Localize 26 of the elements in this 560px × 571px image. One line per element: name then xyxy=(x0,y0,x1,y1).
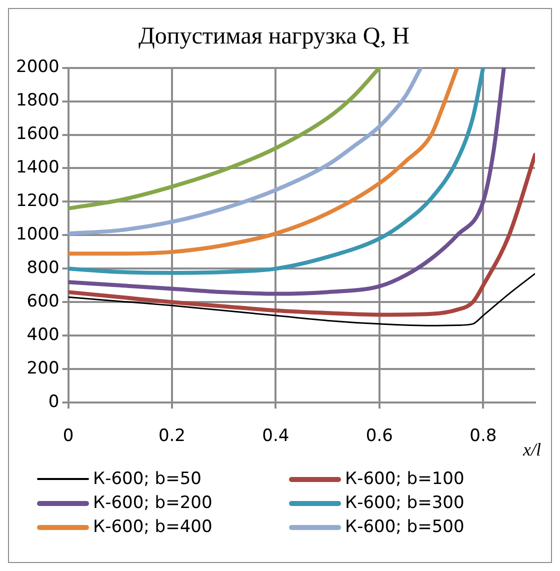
y-tick-label: 1000 xyxy=(16,224,60,245)
legend-label: К-600; b=500 xyxy=(345,517,464,537)
legend-label: К-600; b=200 xyxy=(93,493,212,513)
legend-label: К-600; b=300 xyxy=(345,493,464,513)
y-tick-label: 200 xyxy=(26,358,60,379)
y-tick-label: 1800 xyxy=(16,90,60,111)
x-axis-title: x/l xyxy=(522,440,541,460)
x-tick-label: 0.8 xyxy=(470,426,497,446)
line-series xyxy=(68,68,423,236)
x-tick-label: 0.6 xyxy=(366,426,393,446)
y-tick-label: 600 xyxy=(26,292,60,312)
y-tick-label: 0 xyxy=(48,392,60,412)
legend-label: К-600; b=50 xyxy=(93,469,202,489)
x-tick-label: 0.4 xyxy=(262,426,290,446)
x-tick-label: 0.2 xyxy=(158,426,186,446)
y-tick-label: 800 xyxy=(26,258,60,278)
y-tick-label: 400 xyxy=(26,325,60,346)
y-tick-label: 1200 xyxy=(16,191,60,212)
legend-label: К-600; b=400 xyxy=(93,517,212,537)
y-tick-label: 2000 xyxy=(16,57,60,78)
y-tick-label: 1600 xyxy=(16,124,60,144)
chart-title: Допустимая нагрузка Q, Н xyxy=(138,24,410,50)
y-tick-label: 1400 xyxy=(16,158,60,178)
x-tick-label: 0 xyxy=(62,426,74,446)
line-series xyxy=(68,68,382,210)
legend-label: К-600; b=100 xyxy=(345,469,464,489)
